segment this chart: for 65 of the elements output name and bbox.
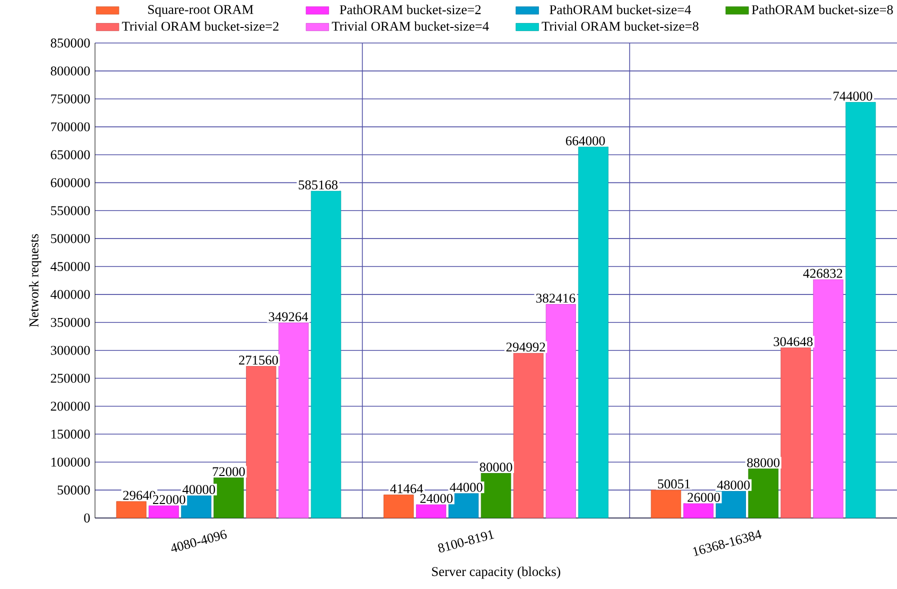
y-tick-label: 750000	[51, 94, 90, 104]
data-label: 41464	[390, 484, 424, 494]
bar	[116, 501, 146, 518]
data-label: 585168	[298, 180, 338, 190]
data-label: 80000	[480, 462, 512, 472]
bar	[513, 352, 544, 518]
y-tick-label: 250000	[50, 374, 90, 383]
x-axis-title: Server capacity (blocks)	[432, 566, 560, 579]
data-label: 426832	[803, 268, 842, 278]
y-tick-label: 200000	[50, 402, 90, 411]
y-tick-label: 150000	[51, 430, 90, 439]
data-label: 26000	[688, 492, 720, 502]
x-tick-label: 4080-4096	[171, 530, 227, 552]
bar	[813, 279, 844, 518]
data-label: 50051	[658, 479, 690, 488]
legend-label: Trivial ORAM bucket-size=2	[122, 21, 278, 31]
data-label: 294992	[506, 342, 546, 352]
data-label: 44000	[450, 482, 482, 492]
bar	[148, 505, 179, 518]
bar	[214, 478, 244, 518]
y-tick-label: 850000	[50, 38, 90, 48]
data-label: 40000	[182, 485, 216, 494]
y-tick-label: 0	[84, 513, 90, 522]
data-label: 304648	[774, 337, 813, 346]
data-label: 744000	[834, 92, 872, 101]
bar	[748, 468, 778, 518]
y-tick-label: 300000	[50, 346, 90, 355]
y-tick-label: 800000	[50, 66, 90, 76]
legend-label: PathORAM bucket-size=4	[550, 4, 691, 14]
y-tick-label: 50000	[58, 486, 90, 495]
y-tick-label: 700000	[51, 122, 90, 132]
data-label: 22000	[153, 495, 186, 504]
x-tick-label: 8100-8191	[438, 530, 494, 552]
bar	[546, 304, 576, 518]
legend-label: Trivial ORAM bucket-size=4	[332, 21, 489, 31]
bar	[310, 190, 342, 518]
data-label: 349264	[268, 312, 308, 322]
legend-label: Square-root ORAM	[148, 5, 254, 17]
bar	[278, 322, 309, 518]
data-label: 24000	[420, 494, 453, 503]
data-label: 72000	[212, 467, 245, 476]
bar	[578, 146, 608, 518]
y-tick-label: 450000	[50, 262, 90, 272]
y-tick-label: 400000	[50, 290, 90, 299]
y-tick-label: 350000	[50, 318, 90, 327]
y-axis-title: Network requests	[29, 234, 42, 327]
data-label: 88000	[747, 458, 780, 468]
data-label: 382416	[536, 294, 576, 303]
data-label: 664000	[566, 136, 605, 146]
data-label: 48000	[717, 480, 750, 490]
legend-label: Trivial ORAM bucket-size=8	[542, 21, 698, 31]
legend-label: PathORAM bucket-size=8	[752, 4, 893, 14]
bar	[650, 490, 682, 518]
bar	[780, 348, 811, 518]
y-tick-label: 550000	[51, 206, 90, 216]
y-tick-label: 100000	[51, 458, 90, 467]
y-tick-label: 650000	[50, 150, 90, 160]
bar	[416, 504, 446, 518]
bar	[384, 494, 414, 518]
bar	[480, 473, 512, 518]
y-tick-label: 600000	[50, 178, 90, 188]
y-tick-label: 500000	[51, 234, 90, 244]
bar	[683, 503, 714, 518]
legend-label: PathORAM bucket-size=2	[340, 4, 481, 14]
data-label: 271560	[239, 356, 278, 365]
